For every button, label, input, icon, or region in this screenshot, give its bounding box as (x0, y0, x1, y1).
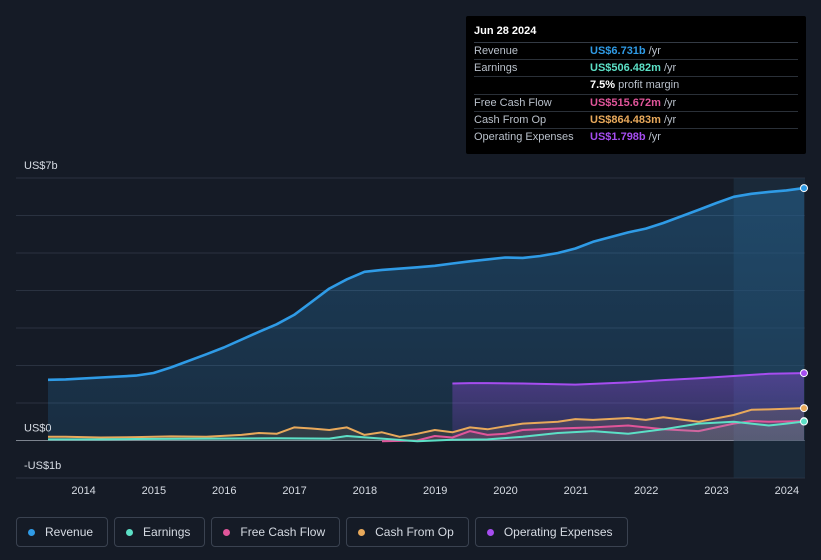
x-tick-label: 2015 (142, 485, 166, 497)
legend-dot-icon (223, 528, 231, 536)
tooltip-value: US$6.731b (590, 45, 646, 57)
legend-item-cash-from-op[interactable]: Cash From Op (346, 517, 469, 547)
x-axis: 2014 2015 2016 2017 2018 2019 2020 2021 2022 2023… (71, 485, 799, 497)
x-tick-label: 2021 (564, 485, 588, 497)
series-endpoint-revenue (800, 184, 808, 193)
y-tick-label: -US$1b (24, 460, 61, 472)
tooltip-unit: /yr (663, 96, 677, 109)
series-area-earnings (48, 421, 804, 442)
y-axis: US$7b US$0 -US$1b (24, 160, 61, 472)
series-line-cash-from-op (48, 407, 805, 439)
series-line-earnings (48, 420, 805, 443)
tooltip-date: Jun 28 2024 (474, 23, 798, 43)
x-tick-label: 2018 (353, 485, 377, 497)
series-endpoint-earnings (800, 417, 808, 426)
x-tick-label: 2024 (775, 485, 799, 497)
legend-dot-icon (486, 528, 494, 536)
tooltip-value: US$1.798b (590, 130, 646, 143)
series-area-revenue (48, 188, 804, 441)
tooltip-row-profit-margin: 7.5% profit margin (474, 77, 798, 95)
x-tick-label: 2023 (704, 485, 728, 497)
series-line-operating-expenses (452, 372, 805, 386)
x-tick-label: 2016 (212, 485, 236, 497)
tooltip-label (474, 77, 590, 93)
tooltip-unit: /yr (663, 113, 677, 126)
x-tick-label: 2022 (634, 485, 658, 497)
series-endpoint-operating-expenses (800, 369, 808, 378)
tooltip-value: US$864.483m (590, 113, 661, 126)
legend-item-free-cash-flow[interactable]: Free Cash Flow (211, 517, 341, 547)
tooltip-unit: /yr (648, 130, 661, 143)
legend-dot-icon (28, 528, 35, 536)
legend-label: Revenue (45, 525, 94, 539)
legend: Revenue Earnings Free Cash Flow Cash Fro… (16, 517, 628, 547)
legend-dot-icon (126, 528, 134, 536)
legend-label: Cash From Op (375, 525, 454, 539)
tooltip-label: Revenue (474, 45, 519, 57)
tooltip-unit: /yr (663, 62, 677, 75)
y-tick-label: US$0 (24, 423, 52, 435)
tooltip-row-revenue: Revenue US$6.731b /yr (474, 43, 798, 61)
legend-item-earnings[interactable]: Earnings (114, 517, 206, 547)
tooltip-value: 7.5% (590, 79, 616, 92)
legend-item-revenue[interactable]: Revenue (16, 517, 109, 547)
tooltip-unit: /yr (648, 45, 661, 57)
tooltip-value: US$506.482m (590, 62, 661, 75)
series-line-revenue (47, 186, 805, 382)
tooltip-row-operating-expenses: Operating Expenses US$1.798b /yr (474, 129, 798, 146)
series-layer (47, 184, 808, 443)
legend-label: Free Cash Flow (240, 525, 326, 539)
tooltip-label: Operating Expenses (474, 130, 574, 143)
tooltip: Jun 28 2024 Revenue US$6.731b /yr Earnin… (466, 16, 806, 154)
x-tick-label: 2017 (282, 485, 306, 497)
tooltip-row-free-cash-flow: Free Cash Flow US$515.672m /yr (474, 95, 798, 112)
tooltip-row-cash-from-op: Cash From Op US$864.483m /yr (474, 112, 798, 129)
legend-label: Operating Expenses (503, 525, 613, 539)
tooltip-label: Cash From Op (474, 113, 547, 126)
tooltip-label: Earnings (474, 62, 518, 75)
tooltip-value: US$515.672m (590, 96, 661, 109)
tooltip-row-earnings: Earnings US$506.482m /yr (474, 60, 798, 78)
legend-dot-icon (358, 528, 366, 536)
tooltip-unit: profit margin (618, 79, 680, 92)
x-tick-label: 2014 (71, 485, 95, 497)
x-tick-label: 2020 (493, 485, 517, 497)
series-endpoint-cash-from-op (800, 404, 808, 413)
y-tick-label: US$7b (24, 160, 58, 172)
legend-item-operating-expenses[interactable]: Operating Expenses (474, 517, 628, 547)
legend-label: Earnings (143, 525, 191, 539)
tooltip-label: Free Cash Flow (474, 96, 552, 109)
x-tick-label: 2019 (423, 485, 447, 497)
